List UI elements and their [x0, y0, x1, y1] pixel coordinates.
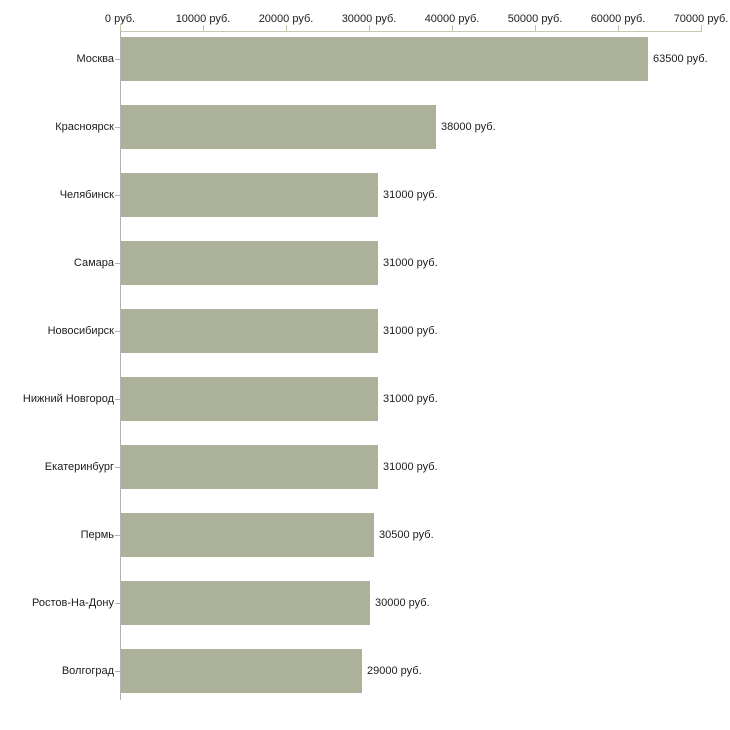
bar-value-label: 29000 руб.: [367, 665, 422, 677]
category-tick: [115, 59, 120, 60]
category-label: Екатеринбург: [44, 461, 114, 473]
category-tick: [115, 671, 120, 672]
x-axis-tick: [701, 25, 702, 31]
category-tick: [115, 263, 120, 264]
bar-value-label: 30000 руб.: [375, 597, 430, 609]
x-axis-tick-label: 0 руб.: [104, 13, 136, 25]
x-axis-tick: [452, 25, 453, 31]
x-axis-tick: [369, 25, 370, 31]
bar: [121, 37, 648, 81]
bar-value-label: 31000 руб.: [383, 257, 438, 269]
bar: [121, 241, 378, 285]
bar-value-label: 38000 руб.: [441, 121, 496, 133]
category-label: Новосибирск: [47, 325, 114, 337]
bar: [121, 513, 374, 557]
bar-value-label: 63500 руб.: [653, 53, 708, 65]
category-tick: [115, 195, 120, 196]
x-axis-tick-label: 40000 руб.: [424, 13, 480, 25]
x-axis-tick: [286, 25, 287, 31]
bar-value-label: 31000 руб.: [383, 189, 438, 201]
bar-value-label: 31000 руб.: [383, 325, 438, 337]
x-axis-tick: [618, 25, 619, 31]
category-label: Москва: [76, 53, 114, 65]
category-tick: [115, 603, 120, 604]
bar: [121, 309, 378, 353]
y-axis-line: [120, 31, 121, 700]
category-label: Ростов-На-Дону: [31, 597, 114, 609]
category-label: Нижний Новгород: [22, 393, 114, 405]
x-axis-tick: [120, 25, 121, 31]
x-axis-tick-label: 10000 руб.: [175, 13, 231, 25]
category-label: Самара: [73, 257, 114, 269]
x-axis-tick-label: 70000 руб.: [673, 13, 729, 25]
bar: [121, 105, 436, 149]
x-axis-tick: [535, 25, 536, 31]
bar-value-label: 31000 руб.: [383, 461, 438, 473]
x-axis-tick-label: 20000 руб.: [258, 13, 314, 25]
category-label: Пермь: [80, 529, 114, 541]
bar-value-label: 31000 руб.: [383, 393, 438, 405]
bar: [121, 377, 378, 421]
x-axis-line: [120, 31, 702, 32]
bar-value-label: 30500 руб.: [379, 529, 434, 541]
category-label: Волгоград: [61, 665, 114, 677]
x-axis-tick-label: 50000 руб.: [507, 13, 563, 25]
x-axis-tick: [203, 25, 204, 31]
category-tick: [115, 331, 120, 332]
category-tick: [115, 399, 120, 400]
x-axis-tick-label: 30000 руб.: [341, 13, 397, 25]
category-tick: [115, 467, 120, 468]
category-label: Челябинск: [59, 189, 114, 201]
bar: [121, 581, 370, 625]
bar: [121, 173, 378, 217]
category-label: Красноярск: [55, 121, 114, 133]
category-tick: [115, 127, 120, 128]
category-tick: [115, 535, 120, 536]
bar: [121, 445, 378, 489]
bar: [121, 649, 362, 693]
x-axis-tick-label: 60000 руб.: [590, 13, 646, 25]
